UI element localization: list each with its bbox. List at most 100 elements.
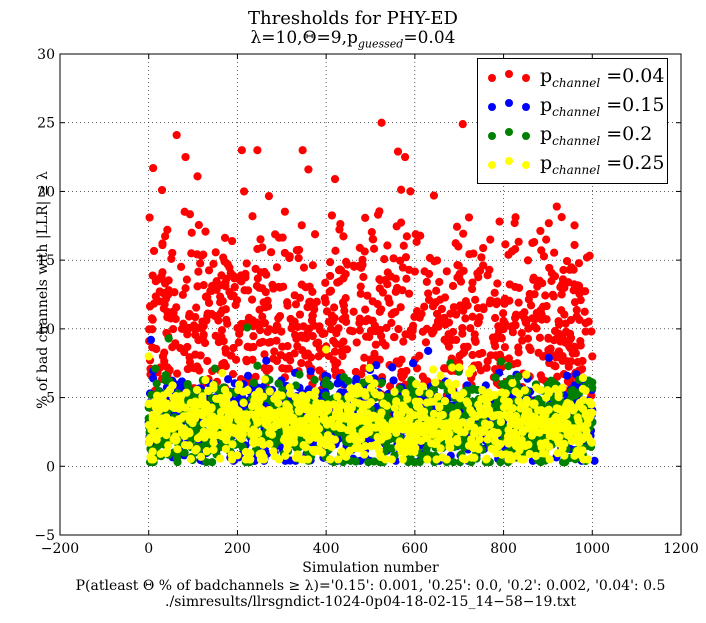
data-point <box>424 289 433 298</box>
data-point <box>237 419 246 428</box>
data-point <box>431 378 440 387</box>
data-point <box>185 358 195 367</box>
data-point <box>298 146 307 155</box>
data-point <box>159 391 168 400</box>
data-point <box>542 393 551 402</box>
data-point <box>234 385 243 395</box>
data-point <box>405 429 414 439</box>
data-point <box>442 267 451 276</box>
data-point <box>187 228 196 237</box>
data-point <box>371 340 380 349</box>
data-point <box>209 423 218 432</box>
data-point <box>349 261 358 270</box>
data-point <box>310 375 319 385</box>
data-point <box>523 256 533 265</box>
data-point <box>152 379 161 388</box>
data-point <box>162 413 171 422</box>
data-point <box>358 427 367 436</box>
data-point <box>207 403 216 412</box>
data-point <box>288 424 297 434</box>
data-point <box>528 314 537 323</box>
data-point <box>497 334 506 343</box>
data-point <box>549 292 558 301</box>
data-point <box>334 266 344 275</box>
legend-label: pchannel =0.04 <box>540 65 665 90</box>
data-point <box>310 230 320 239</box>
data-point <box>148 325 157 334</box>
data-point <box>464 213 474 222</box>
series-4 <box>144 345 597 464</box>
data-point <box>496 458 505 467</box>
data-point <box>501 240 510 249</box>
data-point <box>511 245 520 254</box>
data-point <box>177 414 186 423</box>
data-point <box>193 364 203 373</box>
data-point <box>550 429 560 438</box>
data-point <box>164 334 173 343</box>
legend-marker <box>522 161 530 169</box>
data-point <box>368 423 377 432</box>
data-point <box>435 403 444 412</box>
data-point <box>158 239 167 248</box>
data-point <box>404 289 414 298</box>
data-point <box>239 187 249 196</box>
data-point <box>486 351 495 360</box>
data-point <box>398 417 407 426</box>
data-point <box>514 396 523 406</box>
data-point <box>420 407 429 416</box>
data-point <box>473 269 482 278</box>
data-point <box>326 286 336 295</box>
legend-marker <box>488 74 496 82</box>
data-point <box>272 263 282 272</box>
legend-marker <box>488 132 496 140</box>
data-point <box>495 350 505 359</box>
data-point <box>228 440 237 449</box>
data-point <box>428 424 438 433</box>
data-point <box>240 286 249 295</box>
data-point <box>330 174 340 184</box>
data-point <box>220 233 230 242</box>
data-point <box>277 327 286 336</box>
legend-label: pchannel =0.25 <box>540 152 665 177</box>
data-point <box>228 369 238 379</box>
data-point <box>576 341 585 350</box>
data-point <box>491 428 501 438</box>
data-point <box>588 378 597 387</box>
data-point <box>184 411 193 420</box>
data-point <box>474 360 483 370</box>
data-point <box>366 383 376 392</box>
data-point <box>557 213 566 222</box>
data-point <box>377 378 386 388</box>
data-point <box>486 235 495 244</box>
data-point <box>315 447 325 456</box>
data-point <box>387 455 396 464</box>
data-point <box>573 446 582 455</box>
data-point <box>168 381 177 390</box>
data-point <box>355 314 364 323</box>
data-point <box>301 351 310 360</box>
data-point <box>551 413 561 422</box>
data-point <box>376 451 385 460</box>
data-point <box>373 433 382 442</box>
data-point <box>199 427 208 436</box>
data-point <box>368 235 377 244</box>
data-point <box>326 455 335 464</box>
data-point <box>530 290 539 299</box>
data-point <box>185 309 194 319</box>
data-point <box>251 412 261 421</box>
data-point <box>183 380 192 389</box>
data-point <box>233 323 242 333</box>
data-point <box>536 226 545 236</box>
x-tick-label: 800 <box>490 541 517 557</box>
data-point <box>522 399 531 408</box>
data-point <box>486 296 495 305</box>
data-point <box>350 444 360 453</box>
data-point <box>410 437 419 446</box>
data-point <box>306 409 315 418</box>
data-point <box>420 267 429 276</box>
data-point <box>320 294 329 303</box>
data-point <box>204 386 213 396</box>
data-point <box>204 266 214 275</box>
data-point <box>270 409 279 418</box>
data-point <box>444 379 453 388</box>
